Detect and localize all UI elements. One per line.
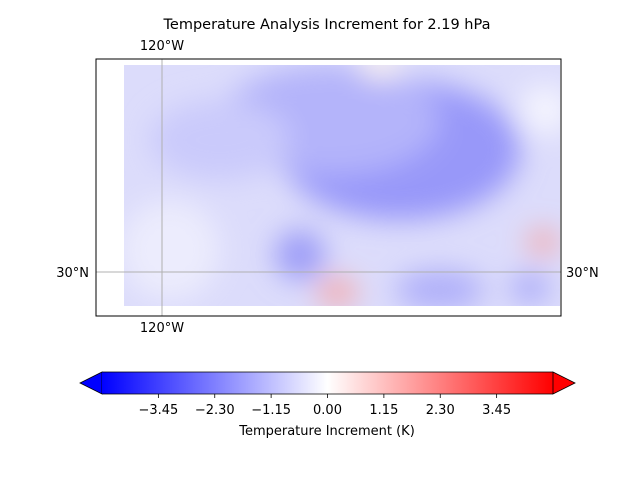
- field-blob-neutral-northeast: [520, 85, 560, 135]
- colorbar-tick-label: 2.30: [426, 403, 455, 418]
- lon-label-top: 120°W: [140, 39, 184, 54]
- colorbar-tick-label: −2.30: [195, 403, 235, 418]
- field-blob-positive-east: [527, 230, 559, 254]
- lon-label-bottom: 120°W: [140, 321, 184, 336]
- chart-title: Temperature Analysis Increment for 2.19 …: [163, 17, 491, 33]
- field-blob-negative-south: [275, 230, 325, 280]
- map-axes: 120°W 120°W 30°N 30°N: [56, 39, 599, 336]
- colorbar-label: Temperature Increment (K): [238, 424, 415, 439]
- field-blob-positive-south: [317, 278, 357, 306]
- field-blob-negative-west: [150, 100, 290, 180]
- colorbar-tick-label: 3.45: [482, 403, 511, 418]
- map-frame: [95, 58, 562, 317]
- field-blob-negative-east: [510, 274, 550, 302]
- colorbar-tick-label: −1.15: [251, 403, 291, 418]
- colorbar-tick-label: 1.15: [369, 403, 398, 418]
- colorbar-gradient: [102, 372, 553, 394]
- colorbar-tick-label: −3.45: [138, 403, 178, 418]
- colorbar-tick-label: 0.00: [313, 403, 342, 418]
- field-blob-neutral-southwest: [124, 200, 220, 300]
- colorbar-ticks: −3.45 −2.30 −1.15 0.00 1.15 2.30 3.45: [138, 394, 511, 418]
- increment-field: [124, 65, 560, 306]
- colorbar-extend-low: [79, 371, 103, 395]
- field-blob-negative-southeast: [395, 270, 485, 306]
- colorbar: −3.45 −2.30 −1.15 0.00 1.15 2.30 3.45 Temperat…: [79, 371, 576, 439]
- lat-label-right: 30°N: [566, 266, 599, 281]
- colorbar-extend-high: [552, 371, 576, 395]
- field-blob-neutral-north: [360, 65, 400, 79]
- lat-label-left: 30°N: [56, 266, 89, 281]
